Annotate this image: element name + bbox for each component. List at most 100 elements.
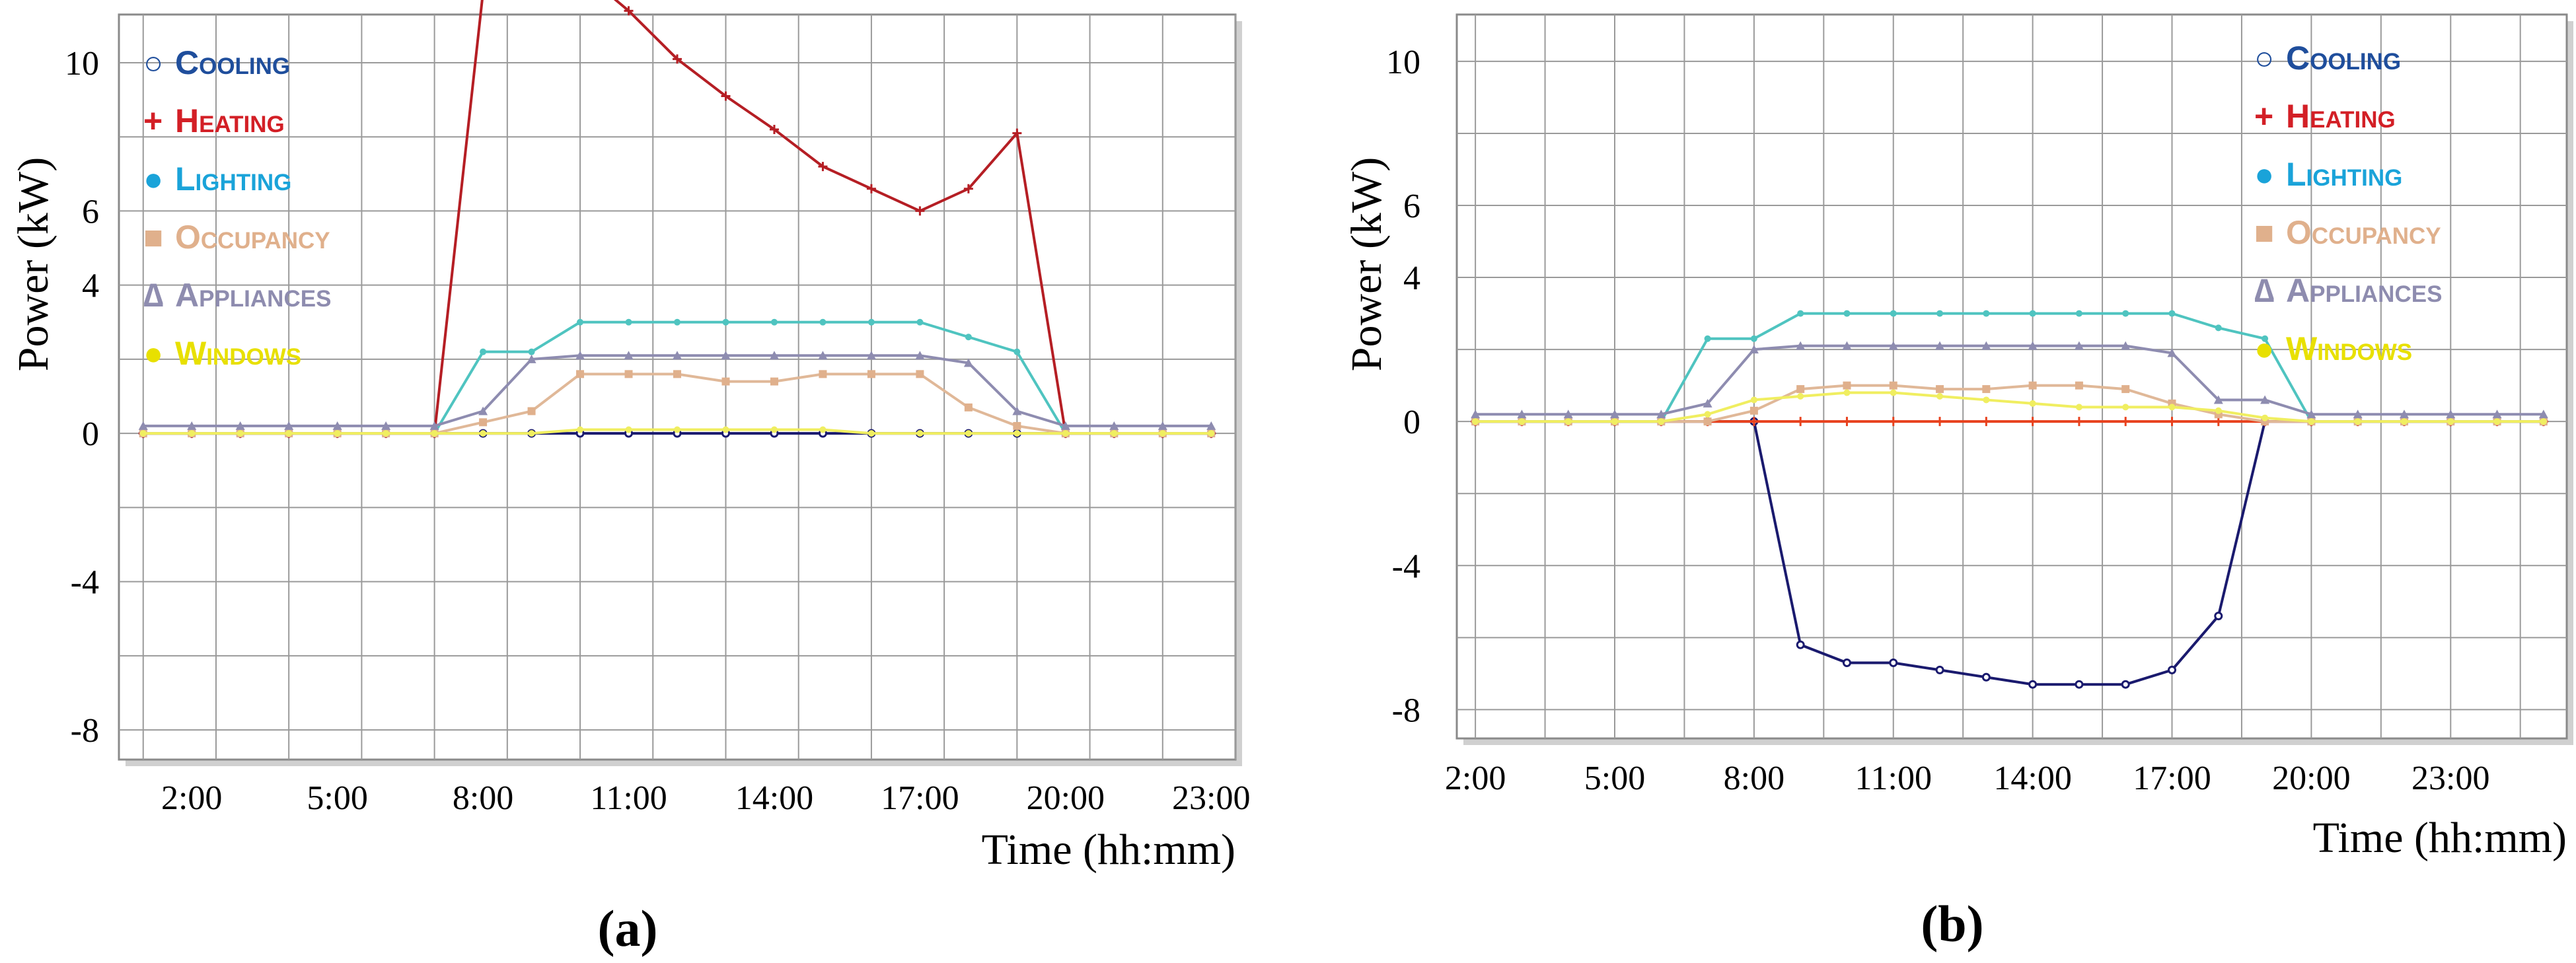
legend-label-appliances: Appliances (2286, 272, 2442, 309)
data-point-occupancy (721, 377, 730, 386)
chart-panel-b: 10 6 4 0 -4 -8 2:00 5:00 8:00 11:00 14:00 17:00 20:0… (1288, 0, 2576, 963)
data-point-cooling (2028, 680, 2038, 689)
data-point-appliances (2306, 410, 2316, 419)
data-point-appliances (721, 351, 731, 360)
data-point-windows (1750, 396, 1757, 404)
legend-marker-windows: ● (2254, 330, 2274, 367)
data-point-lighting (2122, 310, 2129, 317)
data-point-windows (2308, 418, 2315, 425)
data-point-occupancy (576, 370, 585, 378)
data-point-windows (237, 430, 244, 437)
data-point-appliances (284, 421, 294, 430)
series-line-appliances (1475, 344, 2544, 416)
legend-label-heating: Heating (175, 102, 285, 139)
data-point-lighting (2075, 310, 2082, 317)
data-point-lighting (625, 318, 632, 326)
data-point-cooling (1796, 640, 1805, 649)
data-point-windows (1564, 418, 1572, 425)
data-point-appliances (138, 421, 148, 430)
legend-marker-cooling: ○ (143, 44, 163, 81)
data-point-windows (2493, 418, 2501, 425)
data-point-appliances (429, 421, 439, 430)
data-point-appliances (2213, 395, 2223, 404)
panel-label: (b) (1921, 895, 1983, 952)
series-appliances-b (1471, 341, 2548, 419)
x-tick-label: 23:00 (1172, 779, 1250, 817)
data-point-occupancy (527, 407, 536, 415)
x-tick-label: 2:00 (1445, 760, 1506, 797)
data-point-occupancy (1796, 385, 1805, 394)
data-point-windows (2262, 414, 2269, 421)
plot-area-b (1455, 13, 2568, 740)
data-point-windows (334, 430, 341, 437)
data-point-heating (2074, 417, 2084, 427)
y-tick-label: 10 (1386, 44, 1420, 81)
data-point-windows (722, 426, 729, 433)
data-point-windows (383, 430, 390, 437)
series-windows-a (139, 426, 1215, 437)
legend-label-heating: Heating (2286, 98, 2396, 135)
data-point-heating (866, 184, 876, 194)
data-point-windows (1062, 430, 1069, 437)
data-point-cooling (2168, 665, 2177, 674)
data-point-appliances (235, 421, 245, 430)
panel-label: (a) (598, 900, 658, 957)
y-tick-label: 10 (65, 45, 99, 83)
data-point-windows (577, 426, 584, 433)
x-axis-label: Time (hh:mm) (2313, 814, 2567, 862)
legend-marker-windows: ● (143, 335, 163, 372)
data-point-windows (770, 426, 778, 433)
data-point-windows (965, 430, 972, 437)
data-point-windows (674, 426, 681, 433)
x-tick-label: 5:00 (307, 779, 367, 817)
data-point-appliances (2121, 341, 2131, 350)
data-point-appliances (1060, 421, 1070, 430)
data-point-appliances (1158, 421, 1167, 430)
data-point-appliances (1703, 398, 1712, 408)
data-point-heating (818, 162, 828, 172)
data-point-occupancy (479, 418, 488, 427)
data-point-lighting (2029, 310, 2036, 317)
data-point-lighting (1936, 310, 1944, 317)
data-point-occupancy (819, 370, 827, 378)
x-axis-label: Time (hh:mm) (982, 826, 1235, 874)
data-point-windows (916, 430, 924, 437)
data-point-heating (1012, 128, 1022, 138)
legend-a: ○ Cooling + Heating ● Lighting ■ Occupancy ∆ Appl… (143, 44, 331, 372)
data-point-appliances (2538, 410, 2548, 419)
data-point-lighting (674, 318, 681, 326)
data-point-heating (624, 6, 634, 16)
legend-marker-cooling: ○ (2254, 40, 2274, 77)
data-point-heating (2167, 417, 2177, 427)
data-point-heating (2121, 417, 2131, 427)
data-point-lighting (819, 318, 827, 326)
data-point-windows (431, 430, 438, 437)
legend-label-occupancy: Occupancy (2286, 214, 2441, 251)
data-point-windows (625, 426, 632, 433)
data-point-cooling (2214, 612, 2223, 621)
data-point-lighting (1843, 310, 1851, 317)
data-point-lighting (867, 318, 875, 326)
y-tick-label: 6 (1403, 188, 1420, 225)
series-windows-b (1472, 389, 2547, 425)
data-point-heating (2028, 417, 2038, 427)
data-point-lighting (916, 318, 924, 326)
y-tick-label: 6 (82, 193, 99, 231)
legend-marker-lighting: ● (143, 160, 163, 197)
data-point-appliances (2492, 410, 2502, 419)
data-point-occupancy (867, 370, 875, 378)
data-point-windows (1890, 389, 1897, 396)
data-point-occupancy (1843, 381, 1851, 390)
legend-marker-occupancy: ■ (2254, 214, 2274, 251)
data-point-appliances (1656, 410, 1666, 419)
data-point-appliances (2167, 348, 2177, 357)
legend-marker-appliances: ∆ (143, 277, 164, 314)
data-point-appliances (1517, 410, 1527, 419)
data-point-cooling (1935, 665, 1944, 674)
legend-label-windows: Windows (175, 335, 301, 372)
data-point-appliances (1935, 341, 1945, 350)
data-point-appliances (2074, 341, 2084, 350)
data-point-lighting (965, 334, 972, 341)
data-point-appliances (1609, 410, 1619, 419)
data-point-appliances (2399, 410, 2409, 419)
